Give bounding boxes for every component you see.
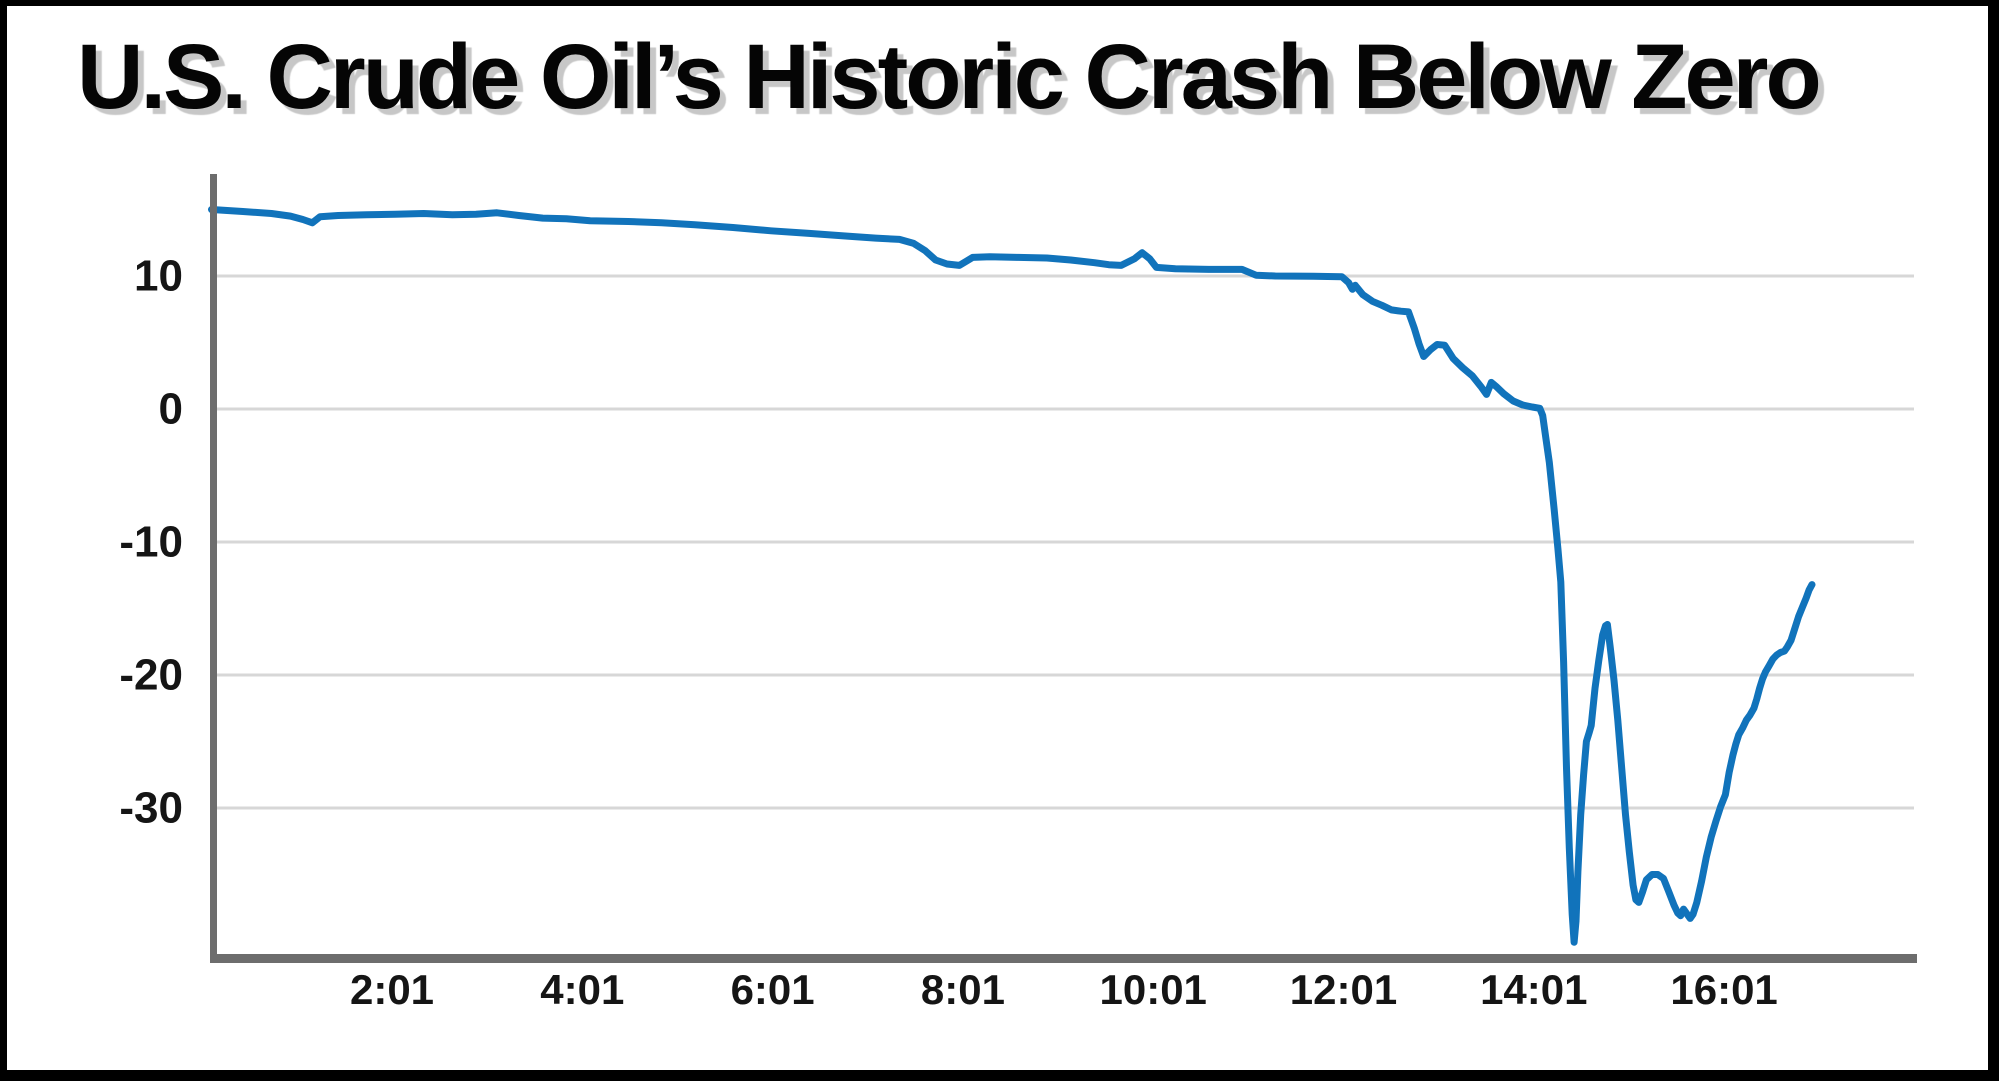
x-tick-label-6:01: 6:01 xyxy=(731,966,815,1013)
x-axis-bar xyxy=(210,954,1917,963)
x-tick-label-2:01: 2:01 xyxy=(350,966,434,1013)
y-tick-label--30: -30 xyxy=(119,784,183,833)
price-line xyxy=(208,206,1816,946)
y-tick-label-0: 0 xyxy=(159,385,183,434)
x-tick-label-14:01: 14:01 xyxy=(1480,966,1587,1013)
y-axis-bar xyxy=(210,174,217,963)
x-tick-label-12:01: 12:01 xyxy=(1290,966,1397,1013)
chart-title: U.S. Crude Oil’s Historic Crash Below Ze… xyxy=(77,26,1822,128)
price-chart: 10 0 -10 -20 -30 2:01 4:01 6:01 8:01 10:01 12:01 14… xyxy=(119,174,1917,1013)
y-tick-label-10: 10 xyxy=(134,252,183,301)
x-tick-label-16:01: 16:01 xyxy=(1670,966,1777,1013)
x-tick-label-4:01: 4:01 xyxy=(540,966,624,1013)
y-tick-label--10: -10 xyxy=(119,518,183,567)
x-tick-label-10:01: 10:01 xyxy=(1099,966,1206,1013)
y-tick-label--20: -20 xyxy=(119,651,183,700)
x-tick-label-8:01: 8:01 xyxy=(921,966,1005,1013)
